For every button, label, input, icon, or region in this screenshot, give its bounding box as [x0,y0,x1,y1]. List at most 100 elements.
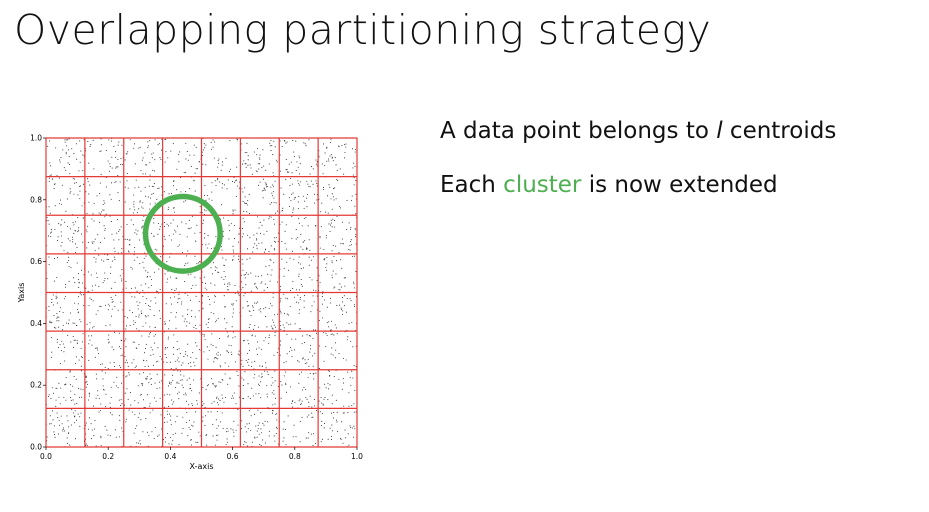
data-point [348,405,350,407]
data-point [311,259,313,261]
data-point [72,222,74,224]
data-point [149,373,151,375]
data-point [85,376,87,378]
data-point [353,176,355,179]
data-point [198,392,200,394]
data-point [226,427,228,430]
data-point [262,149,264,151]
data-point [329,370,331,372]
x-tick-label: 0.0 [40,452,52,461]
data-point [59,311,61,313]
data-point [298,273,300,275]
data-point [265,316,267,318]
data-point [111,301,113,303]
data-point [177,245,179,247]
data-point [117,309,119,311]
data-point [147,145,149,147]
data-point [101,363,103,365]
data-point [263,165,265,167]
data-point [255,425,257,427]
data-point [238,227,240,229]
data-point [299,398,301,400]
data-point [248,364,250,366]
data-point [284,230,286,232]
data-point [316,267,318,269]
data-point [319,387,321,389]
data-point [264,442,266,444]
data-point [326,146,328,148]
data-point [332,218,334,220]
data-point [253,377,255,379]
data-point [354,428,356,430]
data-point [335,164,337,166]
data-point [298,184,300,186]
data-point [134,246,136,248]
data-point [309,395,311,397]
data-point [60,245,62,247]
data-point [324,152,326,154]
data-point [230,223,232,225]
data-point [169,394,171,396]
data-point [95,258,97,260]
data-point [312,365,314,367]
data-point [335,273,337,275]
data-point [154,382,156,384]
data-point [243,295,245,297]
data-point [170,150,172,152]
data-point [256,239,258,241]
data-point [153,315,155,317]
data-point [274,440,276,442]
data-point [49,321,51,323]
data-point [259,232,262,235]
data-point [268,251,270,253]
data-point [76,262,78,264]
data-point [145,283,147,285]
data-point [289,346,292,349]
data-point [184,265,186,267]
data-point [329,186,331,188]
data-point [168,206,170,208]
data-point [87,428,89,430]
data-point [325,235,327,237]
data-point [264,189,266,191]
data-point [163,406,165,409]
data-point [328,326,330,328]
data-point [203,335,205,337]
data-point [174,296,176,298]
data-point [279,340,282,342]
data-point [110,287,113,289]
data-point [168,336,170,338]
data-point [131,411,133,413]
data-point [266,186,268,188]
data-point [211,402,213,404]
data-point [96,195,98,197]
data-point [56,320,58,322]
data-point [274,403,276,405]
data-point [276,161,278,163]
data-point [285,444,287,446]
data-point [192,425,194,427]
data-point [98,411,100,413]
data-point [74,322,76,324]
data-point [164,437,166,439]
data-point [217,318,219,320]
data-point [58,223,60,225]
data-point [237,409,239,411]
data-point [48,206,50,208]
data-point [150,346,152,348]
data-point [130,404,132,406]
data-point [331,156,334,158]
data-point [348,248,350,250]
data-point [108,341,110,343]
data-point [175,360,177,362]
data-point [131,268,133,270]
data-point [152,152,154,154]
data-point [114,151,117,153]
data-point [269,145,271,147]
data-point [216,427,218,429]
data-point [232,397,234,399]
data-point [237,293,239,295]
data-point [49,140,51,142]
data-point [241,236,243,238]
data-point [343,295,345,297]
